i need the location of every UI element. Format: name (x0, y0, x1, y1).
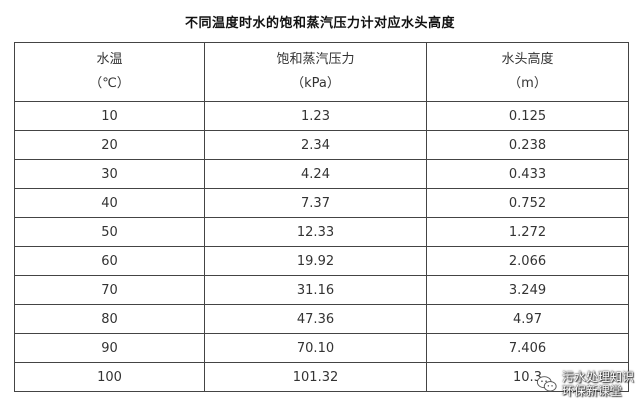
table-row: 50 12.33 1.272 (14, 217, 629, 247)
table-row: 10 1.23 0.125 (14, 101, 629, 131)
cell-saturation-pressure: 19.92 (204, 246, 427, 276)
table-row: 80 47.36 4.97 (14, 304, 629, 334)
table-row: 100 101.32 10.3 (14, 362, 629, 392)
cell-water-temperature: 40 (14, 188, 205, 218)
cell-water-head-height: 2.066 (426, 246, 629, 276)
header-label: 水温 (96, 52, 123, 67)
wechat-icon (536, 376, 557, 392)
cell-saturation-pressure: 4.24 (204, 159, 427, 189)
header-saturation-pressure: 饱和蒸汽压力 （kPa） (204, 42, 427, 102)
cell-water-temperature: 100 (14, 362, 205, 392)
table-row: 90 70.10 7.406 (14, 333, 629, 363)
cell-water-temperature: 70 (14, 275, 205, 305)
watermark-line1: 污水处理知识 (561, 370, 634, 384)
cell-water-temperature: 10 (14, 101, 205, 131)
table-row: 70 31.16 3.249 (14, 275, 629, 305)
header-label: 饱和蒸汽压力 (276, 52, 355, 67)
cell-saturation-pressure: 70.10 (204, 333, 427, 363)
cell-water-head-height: 7.406 (426, 333, 629, 363)
table-row: 30 4.24 0.433 (14, 159, 629, 189)
header-water-temperature: 水温 （℃） (14, 42, 205, 102)
cell-water-temperature: 60 (14, 246, 205, 276)
watermark: 污水处理知识 环保新课堂 (536, 370, 634, 398)
cell-water-head-height: 3.249 (426, 275, 629, 305)
cell-saturation-pressure: 31.16 (204, 275, 427, 305)
cell-saturation-pressure: 47.36 (204, 304, 427, 334)
cell-water-temperature: 50 (14, 217, 205, 247)
header-label: 水头高度 (501, 52, 554, 67)
cell-saturation-pressure: 101.32 (204, 362, 427, 392)
table-row: 20 2.34 0.238 (14, 130, 629, 160)
cell-saturation-pressure: 12.33 (204, 217, 427, 247)
cell-water-head-height: 0.433 (426, 159, 629, 189)
data-table: 水温 （℃） 饱和蒸汽压力 （kPa） 水头高度 （m） 10 1.23 0.125… (14, 42, 629, 392)
cell-water-temperature: 80 (14, 304, 205, 334)
table-title: 不同温度时水的饱和蒸汽压力计对应水头高度 (184, 16, 455, 31)
cell-saturation-pressure: 1.23 (204, 101, 427, 131)
cell-saturation-pressure: 2.34 (204, 130, 427, 160)
table-row: 60 19.92 2.066 (14, 246, 629, 276)
header-water-head-height: 水头高度 （m） (426, 42, 629, 102)
header-unit: （kPa） (291, 76, 340, 91)
header-unit: （m） (508, 76, 547, 91)
cell-saturation-pressure: 7.37 (204, 188, 427, 218)
header-row: 水温 （℃） 饱和蒸汽压力 （kPa） 水头高度 （m） (14, 42, 629, 102)
cell-water-temperature: 90 (14, 333, 205, 363)
cell-water-temperature: 20 (14, 130, 205, 160)
watermark-line2: 环保新课堂 (561, 384, 622, 398)
cell-water-head-height: 0.125 (426, 101, 629, 131)
cell-water-temperature: 30 (14, 159, 205, 189)
cell-water-head-height: 0.752 (426, 188, 629, 218)
cell-water-head-height: 1.272 (426, 217, 629, 247)
header-unit: （℃） (89, 76, 130, 91)
cell-water-head-height: 10.3 (426, 362, 629, 392)
table-row: 40 7.37 0.752 (14, 188, 629, 218)
cell-water-head-height: 0.238 (426, 130, 629, 160)
cell-water-head-height: 4.97 (426, 304, 629, 334)
